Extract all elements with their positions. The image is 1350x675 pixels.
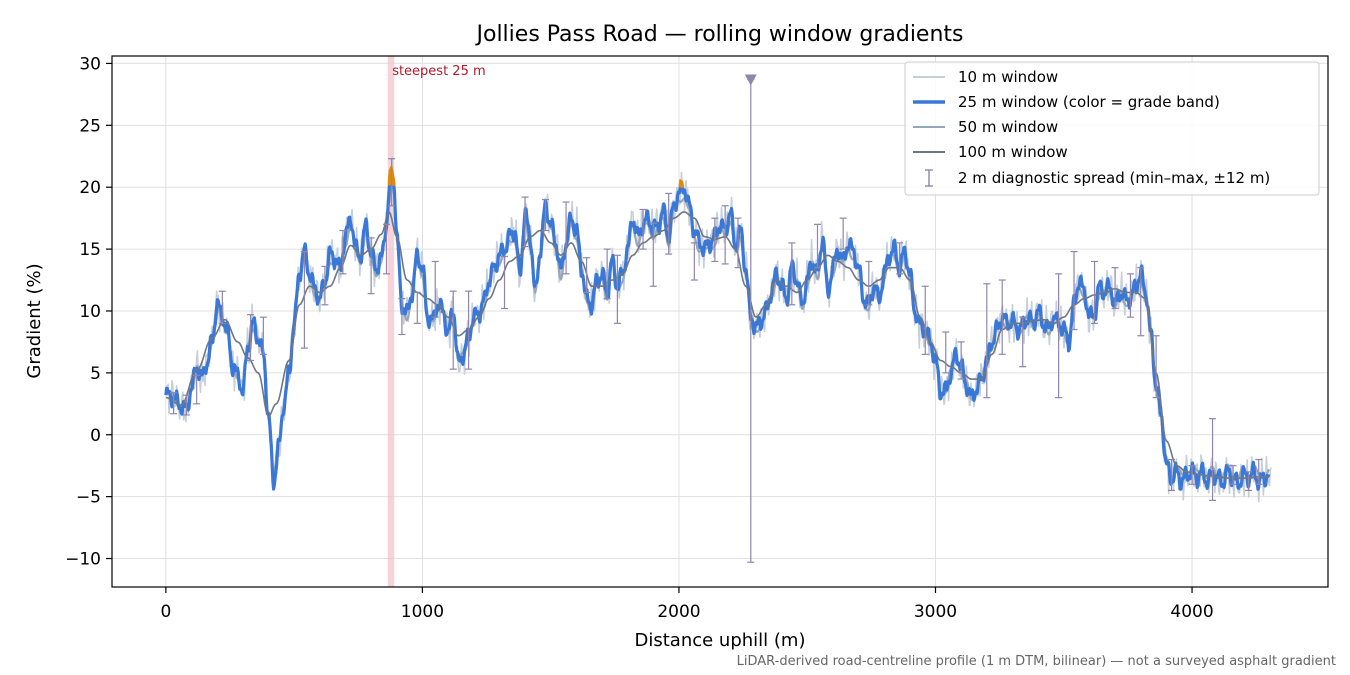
y-axis-ticks: −10 −5 0 5 10 15 20 25 30 xyxy=(65,54,112,570)
spread-bar-42 xyxy=(1019,316,1027,368)
spread-bar-3 xyxy=(218,290,226,324)
spread-bar-29 xyxy=(721,205,729,265)
spread-bar-40 xyxy=(983,283,991,399)
spread-bar-16 xyxy=(465,290,473,370)
spread-bar-19 xyxy=(542,198,550,232)
spread-bar-50 xyxy=(1168,458,1176,492)
series-25m-steep-1 xyxy=(678,178,684,188)
diagnostic-spread-bars xyxy=(170,74,1263,563)
spread-bar-49 xyxy=(1152,335,1160,399)
spread-bar-12 xyxy=(398,298,406,336)
spread-bar-52 xyxy=(1209,418,1217,501)
y-tick-label-8: 30 xyxy=(79,54,101,74)
spread-bar-7 xyxy=(321,265,329,306)
y-tick-label-3: 5 xyxy=(90,364,101,384)
legend-label-100m: 100 m window xyxy=(958,143,1068,161)
spread-bar-21 xyxy=(583,257,591,294)
spread-bar-51 xyxy=(1188,465,1196,485)
y-tick-label-7: 25 xyxy=(79,116,101,136)
spread-bar-25 xyxy=(649,222,657,287)
spread-bar-47 xyxy=(1126,273,1134,318)
spread-bar-48 xyxy=(1137,267,1145,337)
spread-bar-23 xyxy=(613,254,621,324)
spread-bar-44 xyxy=(1070,250,1078,331)
spread-bar-1 xyxy=(182,394,190,416)
legend-box xyxy=(904,61,1320,196)
legend: 10 m window 25 m window (color = grade b… xyxy=(904,61,1320,196)
spread-max-marker xyxy=(744,74,757,86)
steepest-annotation: steepest 25 m xyxy=(392,64,485,79)
legend-label-50m: 50 m window xyxy=(958,118,1058,136)
spread-bar-45 xyxy=(1091,260,1099,324)
y-tick-label-0: −10 xyxy=(65,550,101,570)
spread-bar-8 xyxy=(339,229,347,275)
spread-bar-6 xyxy=(300,250,308,349)
legend-label-25m: 25 m window (color = grade band) xyxy=(958,93,1220,111)
spread-bar-13 xyxy=(413,291,421,324)
spread-bar-15 xyxy=(449,290,457,370)
spread-bar-37 xyxy=(921,285,929,355)
spread-bar-2 xyxy=(193,374,201,405)
spread-bar-24 xyxy=(639,208,647,250)
spread-bar-39 xyxy=(957,341,965,380)
steepest-segment-highlight xyxy=(387,56,395,587)
spread-bar-32 xyxy=(788,242,796,306)
legend-label-10m: 10 m window xyxy=(958,68,1058,86)
legend-swatch-spread xyxy=(925,169,933,187)
y-tick-label-6: 20 xyxy=(79,178,101,198)
series-10m-line xyxy=(165,155,1272,503)
spread-bar-43 xyxy=(1055,273,1063,399)
y-axis-label: Gradient (%) xyxy=(24,263,45,378)
spread-bar-17 xyxy=(501,255,509,310)
x-tick-label-3: 3000 xyxy=(914,602,957,622)
spread-bar-28 xyxy=(711,217,719,263)
x-tick-label-1: 1000 xyxy=(401,602,444,622)
chart-title: Jollies Pass Road — rolling window gradi… xyxy=(475,22,964,47)
spread-bar-10 xyxy=(382,223,390,275)
x-tick-label-2: 2000 xyxy=(657,602,700,622)
series-lines xyxy=(164,155,1272,503)
legend-label-spread: 2 m diagnostic spread (min–max, ±12 m) xyxy=(958,169,1270,187)
series-25m-line xyxy=(164,168,1271,491)
y-tick-label-1: −5 xyxy=(76,488,101,508)
x-axis-label: Distance uphill (m) xyxy=(635,630,806,651)
spread-bar-22 xyxy=(603,248,611,300)
spread-bar-33 xyxy=(813,223,821,269)
spread-bar-55 xyxy=(1255,458,1263,485)
spread-bar-14 xyxy=(431,260,439,318)
y-tick-label-4: 10 xyxy=(79,302,101,322)
spread-bar-35 xyxy=(865,260,873,306)
footnote: LiDAR-derived road-centreline profile (1… xyxy=(737,654,1336,669)
plot-frame xyxy=(111,55,1329,588)
y-tick-label-2: 0 xyxy=(90,426,101,446)
spread-bar-36 xyxy=(896,242,904,275)
spread-bar-38 xyxy=(942,331,950,374)
spread-bar-4 xyxy=(247,314,255,362)
spread-bar-30 xyxy=(734,217,742,269)
spread-bar-41 xyxy=(998,279,1006,355)
spread-bar-26 xyxy=(665,192,673,255)
x-tick-label-4: 4000 xyxy=(1170,602,1213,622)
spread-bar-11 xyxy=(388,158,396,207)
spread-bar-20 xyxy=(562,201,570,275)
y-tick-label-5: 15 xyxy=(79,240,101,260)
series-100m-line xyxy=(165,211,1269,479)
spread-bar-5 xyxy=(259,316,267,355)
x-tick-label-0: 0 xyxy=(160,602,171,622)
spread-bar-27 xyxy=(690,242,698,281)
spread-bar-34 xyxy=(839,217,847,250)
spread-bar-18 xyxy=(521,196,529,248)
spread-bar-0 xyxy=(170,392,178,415)
spread-bar-53 xyxy=(1229,465,1237,485)
spread-bar-54 xyxy=(1244,471,1252,492)
spread-bar-9 xyxy=(367,237,375,295)
x-axis-ticks: 0 1000 2000 3000 4000 xyxy=(160,587,1214,622)
spread-bar-46 xyxy=(1111,267,1119,310)
